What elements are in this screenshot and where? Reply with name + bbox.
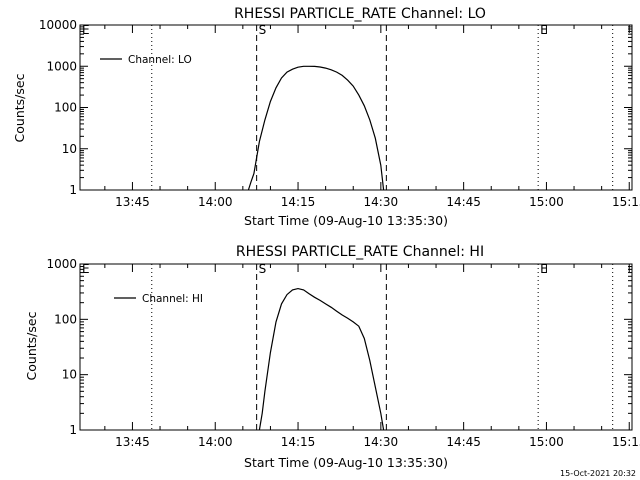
- x-tick-label-hi-6: 15:15: [612, 435, 640, 449]
- chart-panel-lo: RHESSI PARTICLE_RATE Channel: LO Counts/…: [12, 6, 640, 228]
- x-tick-label-lo-3: 14:30: [364, 195, 399, 209]
- y-tick-label-lo-0: 1: [69, 183, 77, 197]
- plot-frame-lo: [79, 24, 633, 191]
- axis-ticks-lo: 1 10 100 1000 10000 13:45 14:00 14:15 14:30 14:45…: [39, 18, 640, 209]
- x-tick-label-hi-3: 14:30: [364, 435, 399, 449]
- x-axis-label-lo: Start Time (09-Aug-10 13:35:30): [244, 213, 448, 228]
- footer-timestamp: 15-Oct-2021 20:32: [560, 469, 636, 478]
- y-tick-label-hi-3: 1000: [46, 257, 77, 271]
- legend-label-hi: Channel: HI: [142, 293, 203, 305]
- x-tick-label-hi-2: 14:15: [281, 435, 316, 449]
- y-tick-label-hi-1: 10: [62, 368, 77, 382]
- chart-title-hi: RHESSI PARTICLE_RATE Channel: HI: [236, 244, 484, 260]
- x-tick-label-lo-4: 14:45: [446, 195, 481, 209]
- chart-panel-hi: RHESSI PARTICLE_RATE Channel: HI Counts/…: [24, 244, 640, 470]
- marker-label-lo-1: S: [259, 23, 267, 37]
- x-axis-label-hi: Start Time (09-Aug-10 13:35:30): [244, 455, 448, 470]
- series-line-lo: [247, 65, 385, 191]
- series-line-hi: [258, 287, 385, 431]
- legend-hi: Channel: HI: [114, 293, 203, 305]
- x-tick-label-lo-5: 15:00: [529, 195, 564, 209]
- x-tick-label-hi-4: 14:45: [446, 435, 481, 449]
- x-tick-label-hi-5: 15:00: [529, 435, 564, 449]
- legend-lo: Channel: LO: [100, 54, 192, 66]
- chart-title-lo: RHESSI PARTICLE_RATE Channel: LO: [234, 6, 486, 22]
- x-tick-label-lo-1: 14:00: [198, 195, 233, 209]
- x-tick-label-hi-1: 14:00: [198, 435, 233, 449]
- y-tick-label-hi-2: 100: [54, 312, 77, 326]
- y-tick-label-hi-0: 1: [69, 423, 77, 437]
- marker-label-hi-1: S: [259, 262, 267, 276]
- marker-label-hi-0: E: [82, 262, 90, 276]
- x-tick-label-lo-2: 14:15: [281, 195, 316, 209]
- marker-label-hi-4: E: [540, 262, 548, 276]
- axis-ticks-hi: 1 10 100 1000 13:45 14:00 14:15 14:30 14:45 15:00…: [46, 257, 640, 449]
- x-tick-label-lo-6: 15:15: [612, 195, 640, 209]
- x-tick-label-hi-0: 13:45: [115, 435, 150, 449]
- y-axis-label-lo: Counts/sec: [12, 73, 27, 142]
- plot-frame-hi: [79, 263, 633, 431]
- y-tick-label-lo-2: 100: [54, 101, 77, 115]
- y-tick-label-lo-1: 10: [62, 142, 77, 156]
- y-tick-label-lo-4: 10000: [39, 18, 77, 32]
- marker-label-lo-4: E: [540, 23, 548, 37]
- x-tick-label-lo-0: 13:45: [115, 195, 150, 209]
- marker-label-lo-0: E: [82, 23, 90, 37]
- y-tick-label-lo-3: 1000: [46, 59, 77, 73]
- y-axis-label-hi: Counts/sec: [24, 311, 39, 380]
- legend-label-lo: Channel: LO: [128, 54, 192, 66]
